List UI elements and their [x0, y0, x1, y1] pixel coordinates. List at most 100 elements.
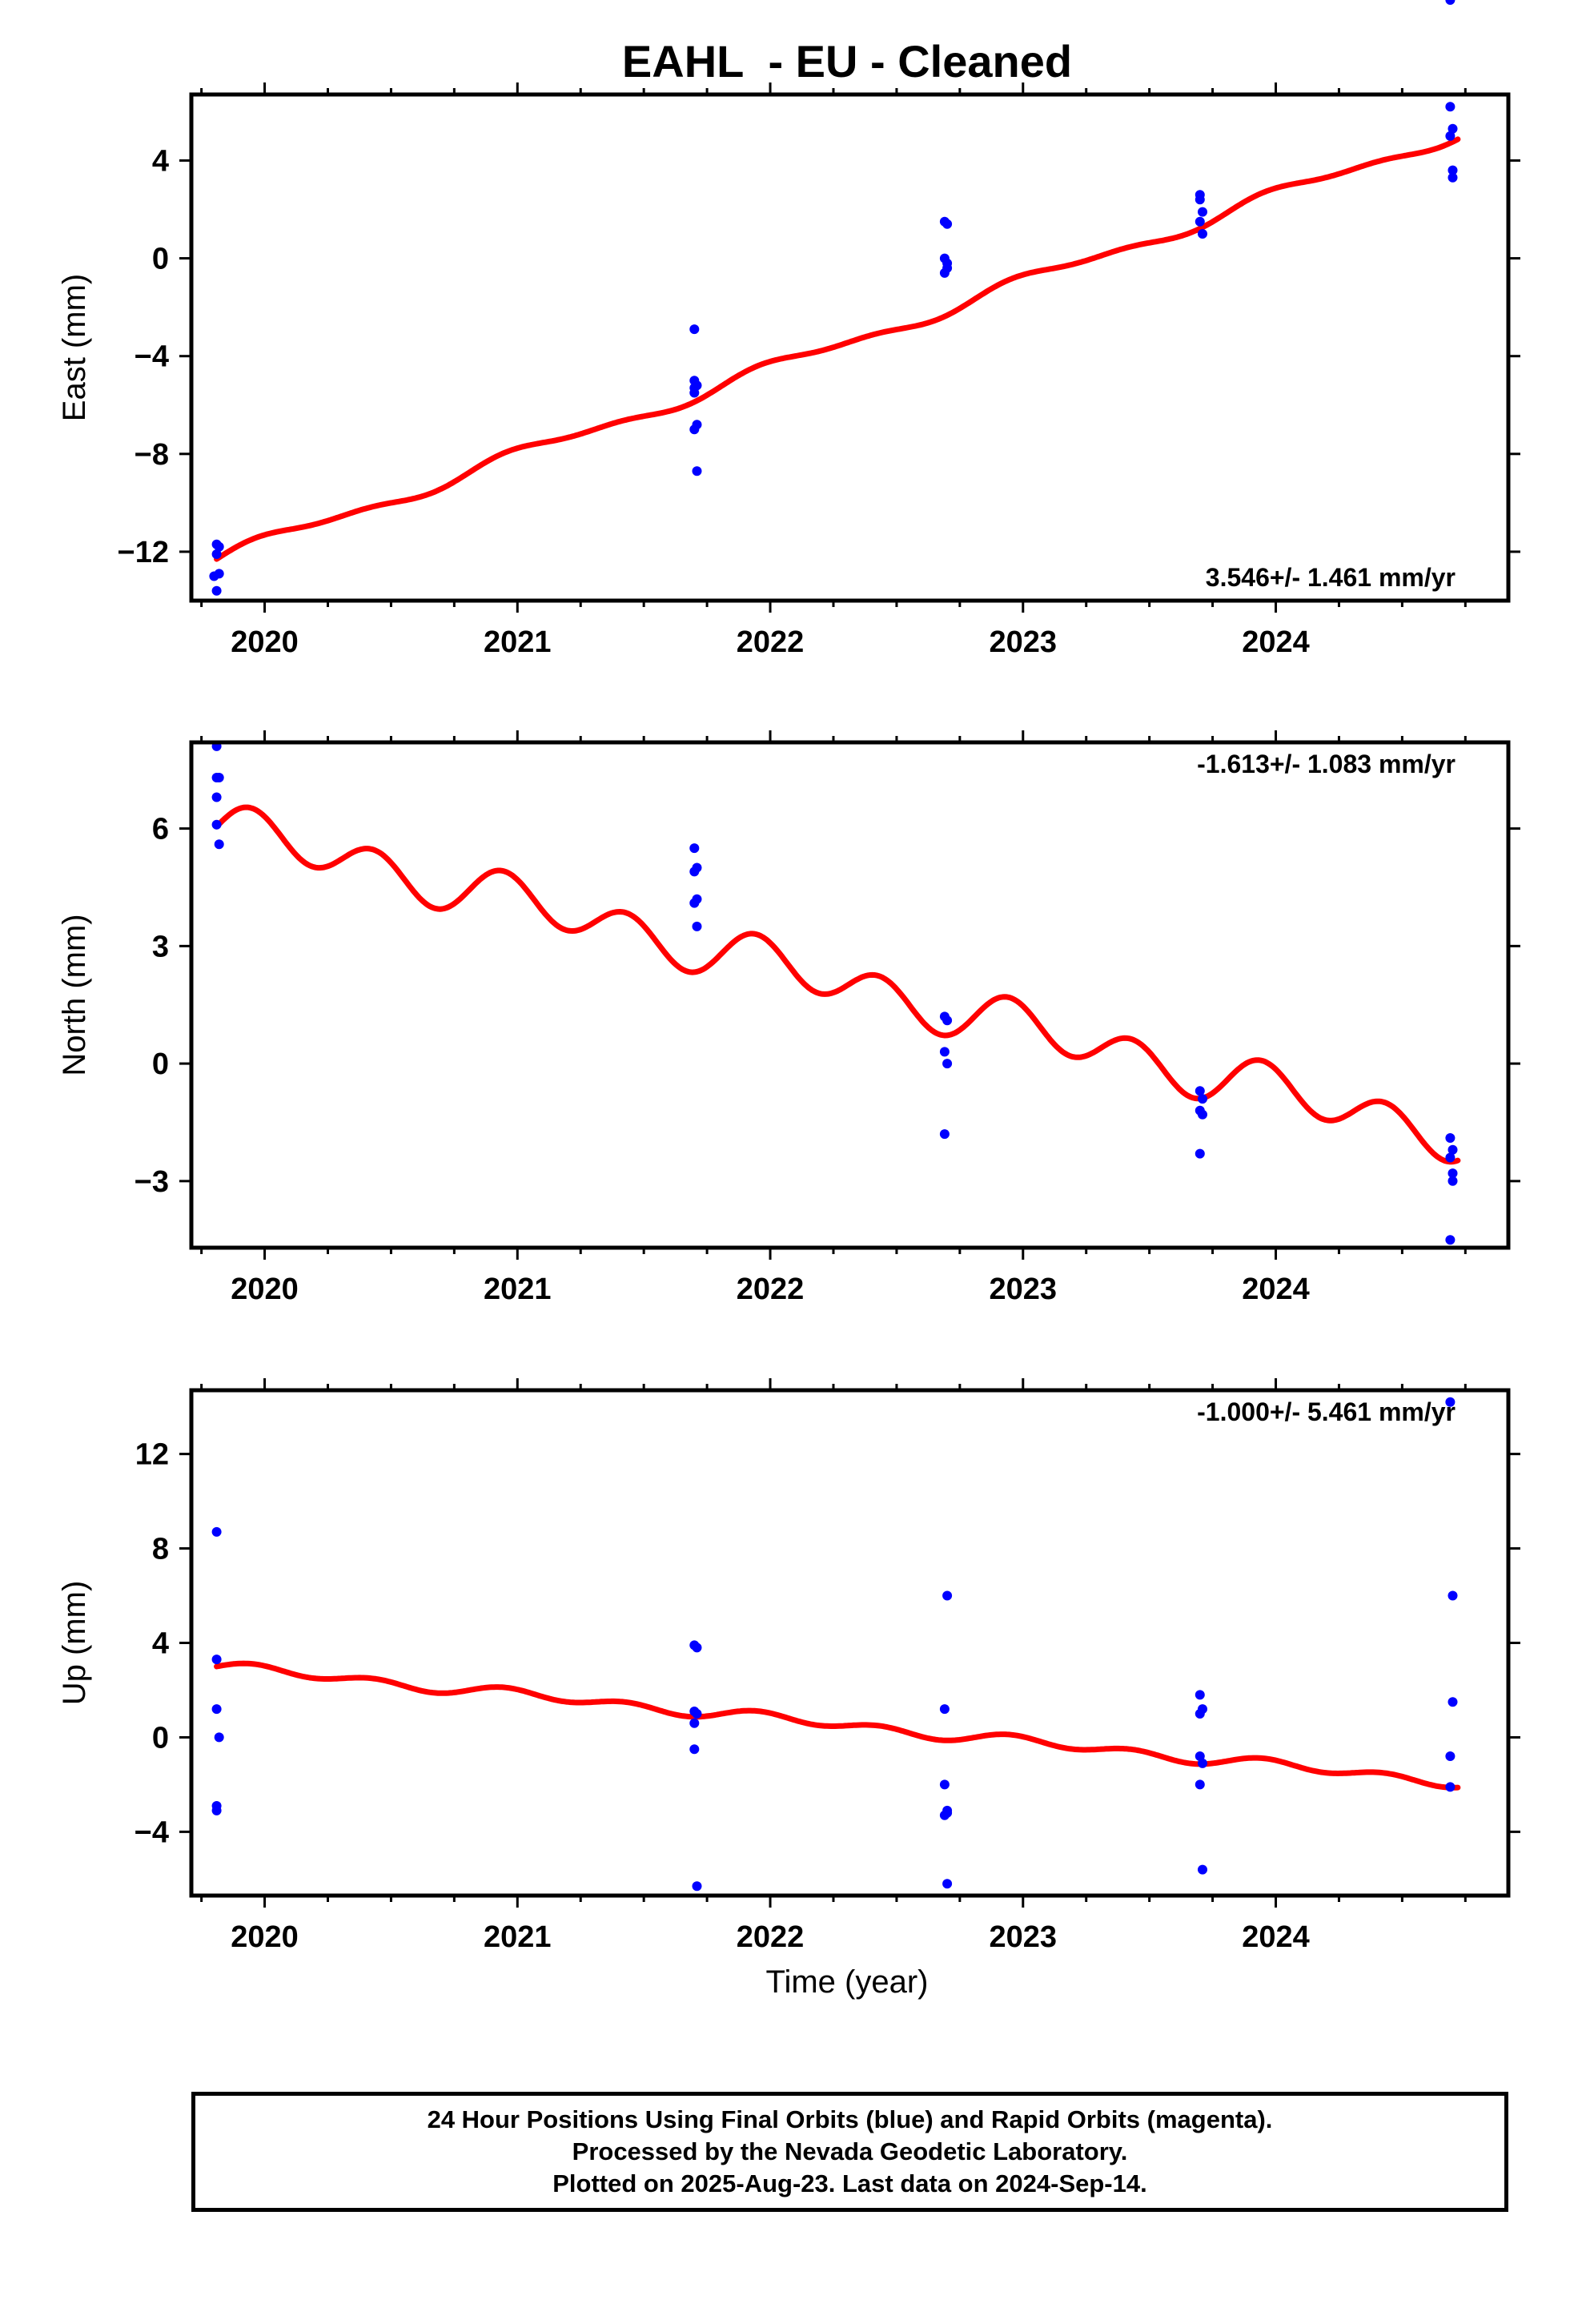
- up-y-axis-label: Up (mm): [57, 1581, 92, 1706]
- north-data-point: [939, 1129, 950, 1140]
- up-y-tick-label: 4: [152, 1627, 169, 1661]
- east-data-point: [942, 263, 953, 273]
- up-data-point: [692, 1881, 702, 1892]
- east-data-point: [1447, 123, 1458, 134]
- east-plot-frame: [189, 92, 1511, 603]
- up-data-point: [214, 1732, 224, 1743]
- east-x-tick-label: 2021: [484, 625, 552, 659]
- x-axis-label: Time (year): [766, 1964, 929, 2000]
- north-data-point: [1447, 1168, 1458, 1179]
- up-data-point: [211, 1655, 222, 1665]
- up-x-tick-label: 2023: [990, 1920, 1058, 1954]
- north-y-tick-label: 6: [152, 813, 169, 846]
- up-data-point: [942, 1590, 953, 1601]
- chart-title: EAHL - EU - Cleaned: [622, 36, 1072, 86]
- up-y-tick-label: 12: [135, 1438, 169, 1472]
- east-fit-line: [214, 136, 1461, 562]
- up-data-point: [1195, 1709, 1205, 1719]
- east-data-point: [1195, 195, 1205, 205]
- north-data-point: [942, 1059, 953, 1069]
- north-data-point: [1198, 1109, 1207, 1120]
- up-x-tick-label: 2020: [231, 1920, 299, 1954]
- up-data-point: [1445, 1782, 1456, 1792]
- footer-line-1: 24 Hour Positions Using Final Orbits (bl…: [427, 2105, 1273, 2133]
- up-data-point: [939, 1779, 950, 1790]
- east-data-point: [942, 219, 953, 229]
- north-data-point: [939, 1047, 950, 1057]
- east-y-tick-label: 4: [152, 144, 169, 178]
- up-data-point: [1195, 1779, 1205, 1790]
- up-data-point: [211, 1526, 222, 1537]
- north-y-axis-label: North (mm): [57, 914, 92, 1076]
- east-rate-annotation: 3.546+/- 1.461 mm/yr: [1206, 563, 1456, 592]
- north-data-point: [211, 819, 222, 830]
- north-y-tick-label: −3: [135, 1165, 169, 1199]
- north-plot-frame: [189, 740, 1511, 1250]
- north-x-tick-label: 2024: [1242, 1273, 1310, 1306]
- north-x-tick-label: 2023: [990, 1273, 1058, 1306]
- east-data-point: [692, 466, 702, 476]
- north-x-tick-label: 2020: [231, 1273, 299, 1306]
- up-data-point: [211, 1805, 222, 1815]
- east-panel: 2020 2021 2022 2023 2024 −12 −8 −4 0 4 East (mm) 3.…: [57, 82, 1520, 659]
- north-data-point: [942, 1015, 953, 1026]
- north-data-point: [692, 921, 702, 931]
- east-y-tick-label: 0: [152, 243, 169, 276]
- east-y-tick-label: −12: [118, 536, 169, 569]
- north-data-point: [1447, 1176, 1458, 1186]
- up-data-point: [1445, 1397, 1456, 1407]
- east-y-tick-label: −4: [135, 340, 169, 374]
- up-data-point: [689, 1744, 700, 1755]
- east-data-point: [689, 324, 700, 335]
- east-data-point: [1198, 207, 1207, 217]
- east-data-point: [211, 549, 222, 559]
- east-data-point: [689, 383, 700, 393]
- east-x-tick-label: 2020: [231, 625, 299, 659]
- up-data-point: [211, 1704, 222, 1715]
- east-data-point: [1447, 165, 1458, 175]
- east-data-point: [1198, 229, 1207, 239]
- east-data-point: [1447, 172, 1458, 183]
- north-panel: 2020 2021 2022 2023 2024 −3 0 3 6 North (mm) -1.61…: [57, 730, 1520, 1306]
- north-fit-line: [214, 804, 1461, 1165]
- up-x-tick-label: 2024: [1242, 1920, 1310, 1954]
- north-data-point: [1445, 1235, 1456, 1245]
- east-data-point: [689, 424, 700, 435]
- north-data-point: [1445, 1133, 1456, 1143]
- up-data-point: [1447, 1697, 1458, 1707]
- east-data-point: [209, 571, 219, 581]
- north-data-point: [1445, 1152, 1456, 1163]
- up-panel: 2020 2021 2022 2023 2024 −4 0 4 8 12 Up (mm) -1.000…: [57, 0, 1520, 1954]
- north-data-point: [214, 839, 224, 850]
- north-rate-annotation: -1.613+/- 1.083 mm/yr: [1197, 750, 1456, 778]
- north-x-tick-label: 2022: [737, 1273, 805, 1306]
- up-fit-line: [214, 1660, 1461, 1791]
- east-y-tick-label: −8: [135, 438, 169, 472]
- up-data-point: [942, 1879, 953, 1889]
- north-data-point: [689, 866, 700, 877]
- east-x-tick-label: 2024: [1242, 625, 1310, 659]
- up-rate-annotation: -1.000+/- 5.461 mm/yr: [1197, 1397, 1456, 1426]
- up-data-point: [1198, 1758, 1207, 1768]
- north-data-point: [689, 843, 700, 854]
- east-data-point: [1445, 131, 1456, 141]
- east-x-tick-label: 2022: [737, 625, 805, 659]
- up-data-point: [692, 1642, 702, 1653]
- up-x-tick-label: 2021: [484, 1920, 552, 1954]
- footer-note-box: 24 Hour Positions Using Final Orbits (bl…: [191, 2092, 1508, 2212]
- north-data-point: [214, 773, 224, 782]
- east-x-tick-label: 2023: [990, 625, 1058, 659]
- up-data-point: [1445, 1751, 1456, 1761]
- east-data-point: [1445, 102, 1456, 112]
- north-data-point: [1195, 1086, 1205, 1096]
- east-data-point: [211, 585, 222, 596]
- north-data-point: [689, 898, 700, 908]
- up-data-point: [1447, 1590, 1458, 1601]
- up-x-tick-label: 2022: [737, 1920, 805, 1954]
- north-y-tick-label: 0: [152, 1047, 169, 1081]
- up-data-point: [692, 1709, 702, 1719]
- north-x-tick-label: 2021: [484, 1273, 552, 1306]
- north-data-point: [1195, 1148, 1205, 1159]
- up-data-point: [942, 1805, 953, 1815]
